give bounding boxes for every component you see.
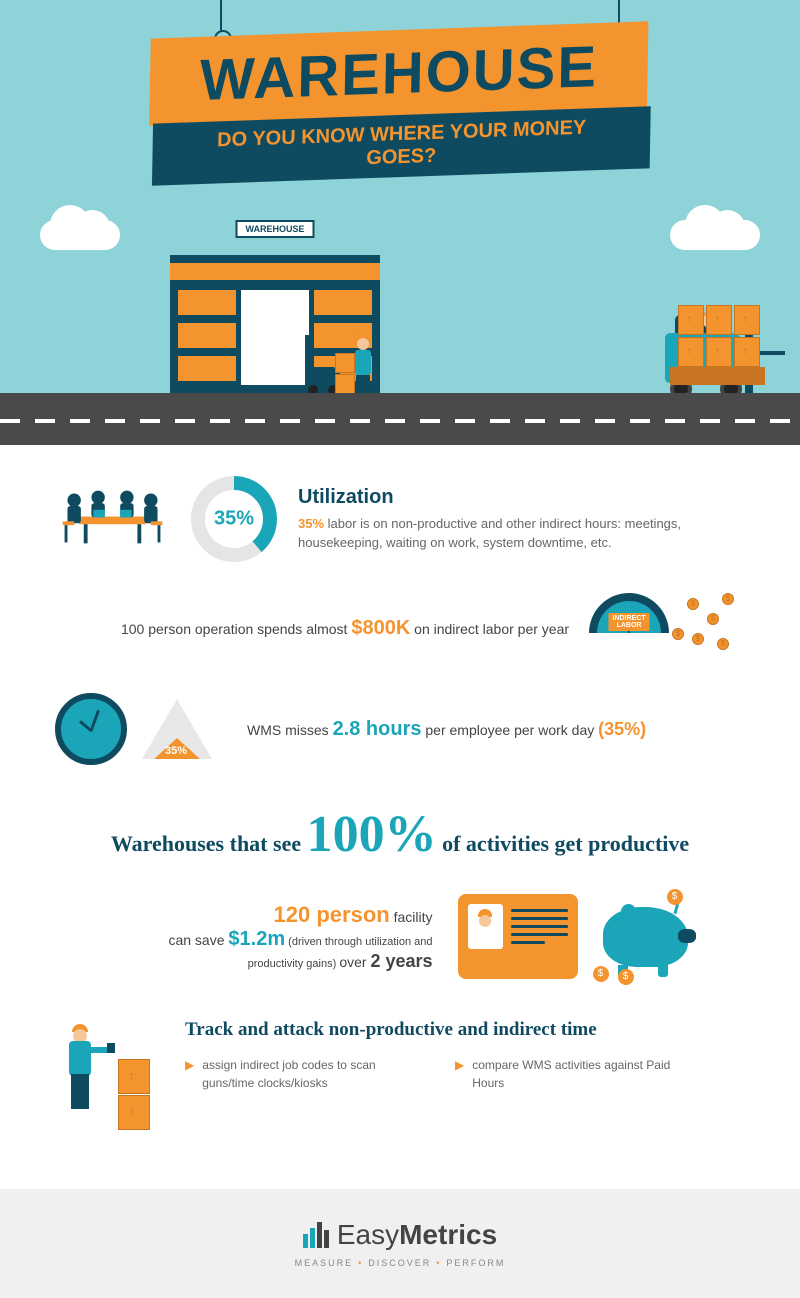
triangle-percent: 35% [165,745,187,757]
brand-name-bold: Metrics [399,1219,497,1250]
track-item: ▶compare WMS activities against Paid Hou… [455,1056,685,1092]
cloud-icon [670,220,760,250]
utilization-body: labor is on non-productive and other ind… [298,516,681,551]
title-banner: WAREHOUSE DO YOU KNOW WHERE YOUR MONEY G… [148,21,651,185]
handtruck-icon [300,335,340,395]
logo-bars-icon [303,1222,329,1248]
indirect-text: 100 person operation spends almost $800K… [121,617,569,640]
track-heading: Track and attack non-productive and indi… [185,1019,685,1041]
productivity-headline: Warehouses that see 100% of activities g… [55,805,745,864]
triangle-chart-icon: 35% [142,699,212,759]
donut-percent-label: 35% [214,508,254,531]
utilization-donut-chart: 35% [190,475,278,563]
wms-row: 35% WMS misses 2.8 hours per employee pe… [55,693,745,765]
indirect-labor-row: 100 person operation spends almost $800K… [55,593,745,663]
utilization-text: Utilization 35% labor is on non-producti… [298,486,745,553]
utilization-row: 35% Utilization 35% labor is on non-prod… [55,475,745,563]
worker-icon [355,334,371,395]
track-content: Track and attack non-productive and indi… [185,1019,685,1129]
hanger-left [220,0,222,40]
clock-icon [55,693,127,765]
headline-percent: 100% [307,806,437,863]
wms-hours: 2.8 hours [333,718,422,740]
gauge-icon: INDIRECT LABOR [589,593,669,633]
gauge-coins-icon: INDIRECT LABOR $ $ $ $ $ $ [589,593,739,663]
cloud-icon [40,220,120,250]
box-stack-icon [335,353,355,395]
pallet-boxes-icon [678,305,760,367]
road-markings [0,419,800,423]
wms-percent: (35%) [598,719,646,739]
track-item: ▶assign indirect job codes to scan guns/… [185,1056,415,1092]
meeting-icon [55,483,170,555]
arrow-icon: ▶ [455,1056,464,1092]
hero-section: WAREHOUSE DO YOU KNOW WHERE YOUR MONEY G… [0,0,800,445]
savings-years: 2 years [370,951,432,971]
worker-scanning-icon [55,1019,165,1129]
id-card-icon [458,894,578,979]
brand-name-light: Easy [337,1219,399,1250]
savings-row: 120 person facility can save $1.2m (driv… [55,894,745,979]
track-section: Track and attack non-productive and indi… [55,1019,745,1129]
arrow-icon: ▶ [185,1056,194,1092]
wms-text: WMS misses 2.8 hours per employee per wo… [247,718,646,741]
utilization-percent: 35% [298,516,324,531]
piggy-bank-icon: $ $ $ [603,907,688,967]
content-section: 35% Utilization 35% labor is on non-prod… [0,445,800,1189]
warehouse-sign: WAREHOUSE [235,220,314,238]
tagline: MEASURE•DISCOVER•PERFORM [30,1258,770,1268]
savings-amount: $1.2m [228,928,285,950]
utilization-heading: Utilization [298,486,745,509]
indirect-amount: $800K [351,617,410,639]
footer: EasyMetrics MEASURE•DISCOVER•PERFORM [0,1189,800,1298]
savings-persons: 120 person [274,902,390,927]
savings-text: 120 person facility can save $1.2m (driv… [113,902,433,972]
pallet-base-icon [670,367,765,385]
brand-logo: EasyMetrics [303,1219,497,1251]
